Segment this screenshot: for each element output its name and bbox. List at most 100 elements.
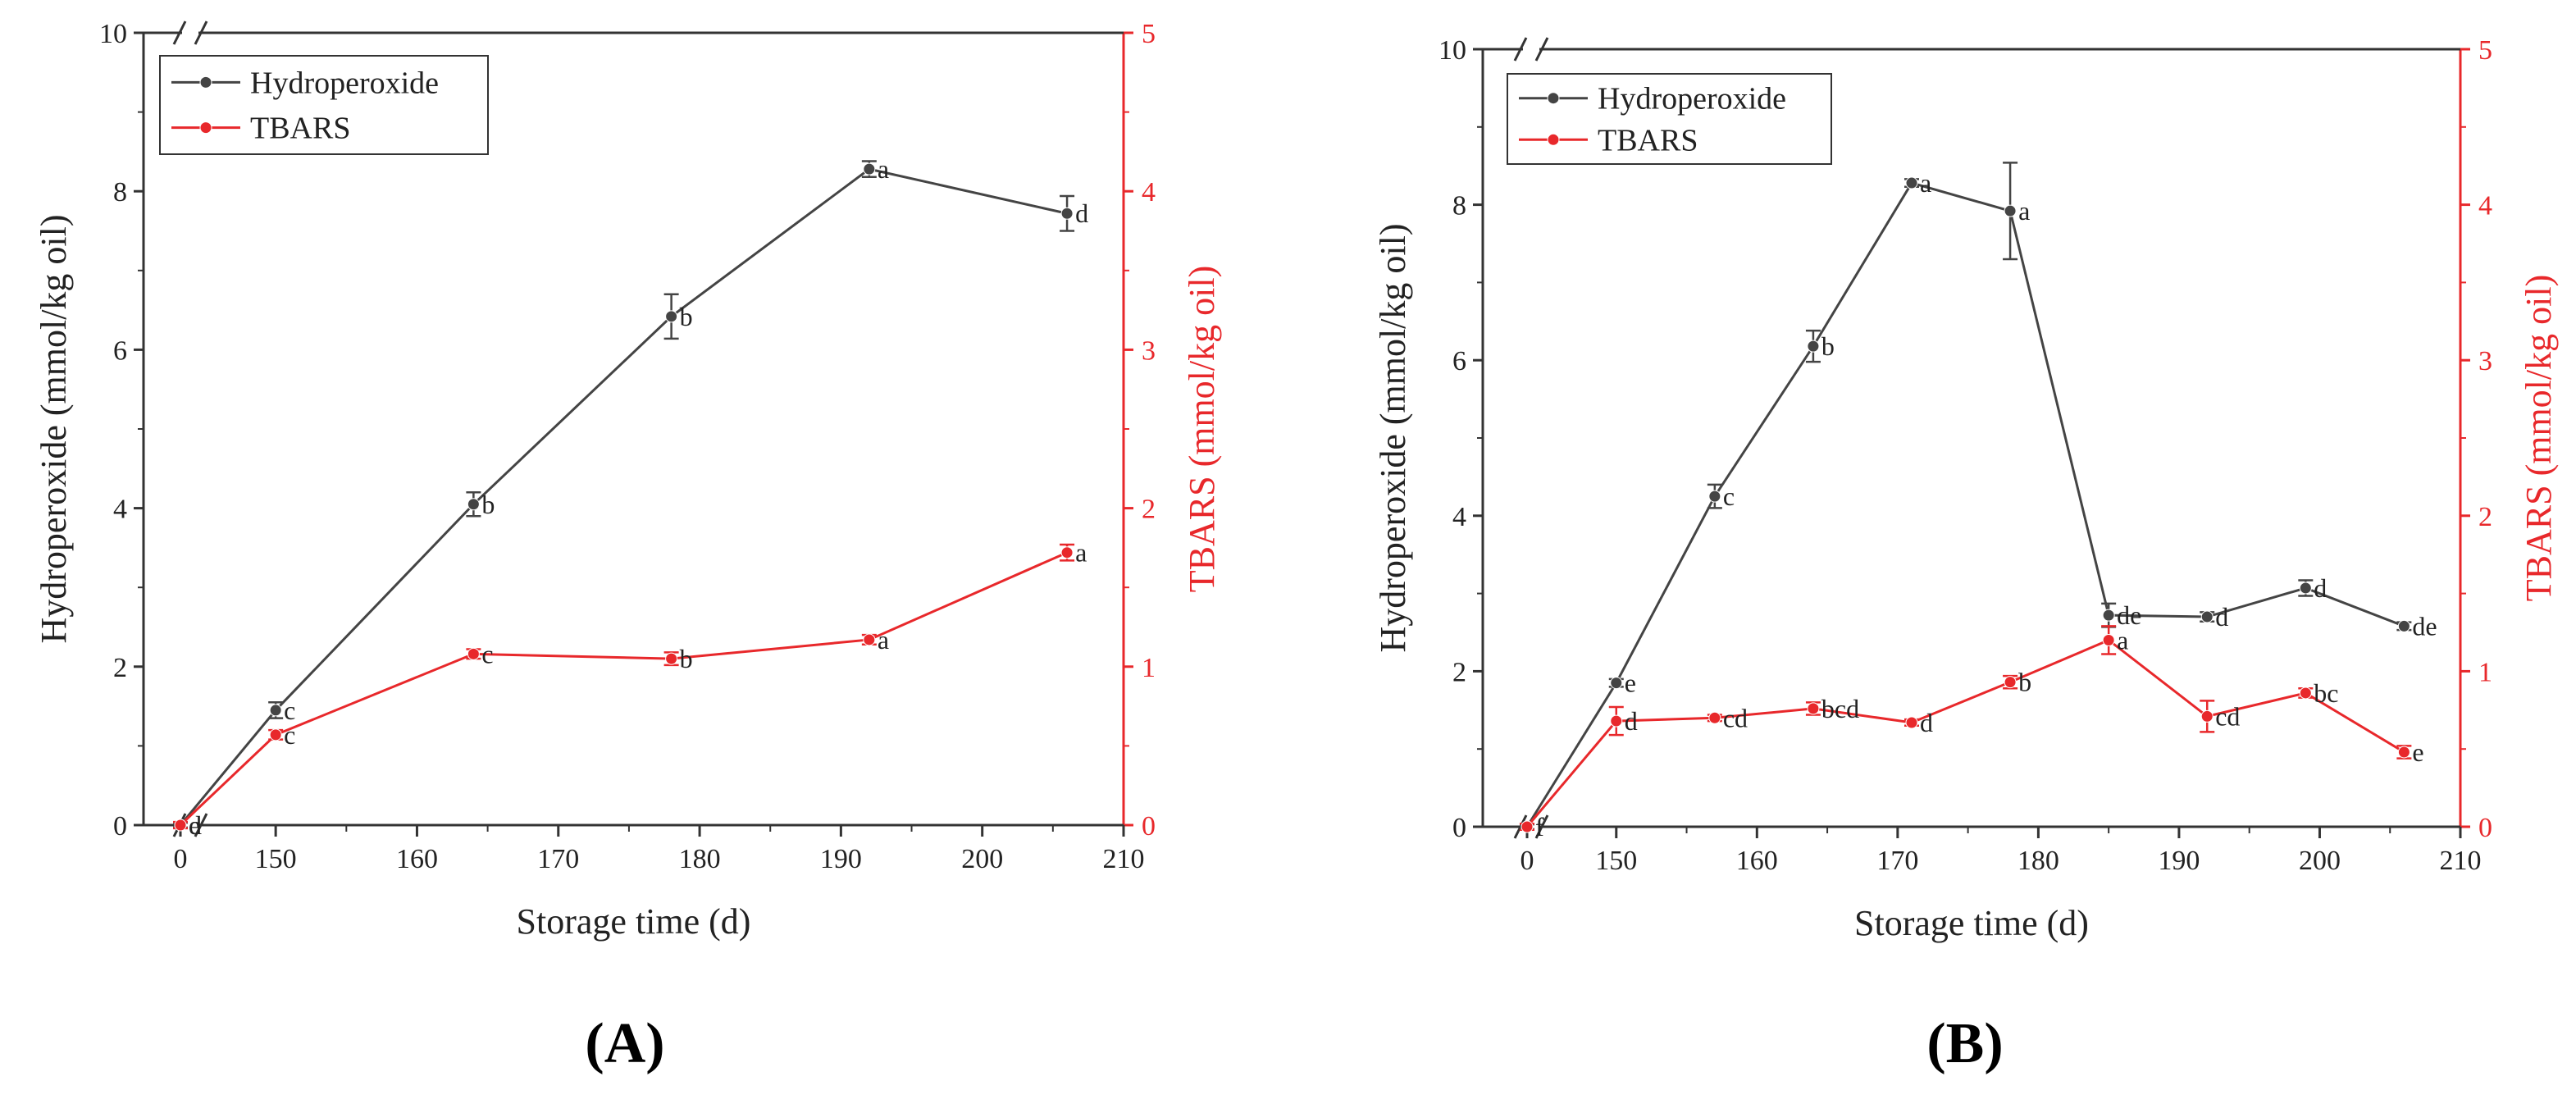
- hydroperoxide-line: [1525, 181, 2405, 828]
- tbars-significance-label: cd: [1723, 703, 1748, 732]
- y-tick-label: 8: [113, 177, 127, 208]
- y-tick-label: 2: [1452, 657, 1466, 687]
- legend-box: [1507, 73, 1832, 165]
- tbars-point: [2102, 633, 2115, 646]
- axis-break-mark: [1534, 37, 1549, 62]
- y2-axis-title: TBARS (mmol/kg oil): [2519, 275, 2559, 601]
- hydroperoxide-significance-label: b: [481, 490, 495, 519]
- hydroperoxide-significance-label: f: [1535, 812, 1544, 842]
- tbars-point: [467, 647, 480, 660]
- legend-label-tbars: TBARS: [250, 112, 350, 146]
- tbars-point: [1060, 546, 1074, 559]
- hydroperoxide-point: [2397, 619, 2410, 632]
- hydroperoxide-significance-label: a: [2018, 196, 2030, 226]
- y2-tick-label: 2: [1142, 495, 1156, 525]
- x-tick-label: 180: [2017, 846, 2059, 876]
- tbars-significance-label: c: [284, 720, 295, 750]
- y-tick-label: 2: [113, 653, 127, 683]
- tbars-point: [1708, 711, 1721, 724]
- x-tick-label: 150: [255, 844, 297, 874]
- tbars-significance-label: cd: [2215, 701, 2240, 731]
- y-tick-label: 6: [1452, 346, 1466, 376]
- x-tick-label: 0: [174, 844, 188, 874]
- panel-a-right-axis: 0 1 2 3 4 5: [1124, 19, 1156, 842]
- legend-marker-tbars: [199, 121, 212, 135]
- tbars-point: [269, 728, 282, 741]
- hydroperoxide-point: [1905, 176, 1918, 189]
- x-tick-label: 190: [820, 844, 862, 874]
- panel-a-left-axis: 0 2 4 6 8 10: [99, 19, 144, 842]
- tbars-significance-label: bc: [2314, 678, 2338, 708]
- tbars-point: [863, 633, 876, 646]
- hydroperoxide-significance-label: de: [2117, 600, 2141, 630]
- hydroperoxide-line: [179, 167, 1068, 826]
- tbars-point: [2200, 709, 2214, 723]
- tbars-significance-label: a: [878, 625, 889, 655]
- x-tick-label: 200: [961, 844, 1003, 874]
- legend-label-hydroperoxide: Hydroperoxide: [1598, 82, 1786, 116]
- x-tick-label: 210: [2440, 846, 2482, 876]
- hydroperoxide-significance-label: b: [1821, 331, 1835, 361]
- hydroperoxide-point: [2102, 609, 2115, 622]
- legend-box: [159, 55, 489, 155]
- panel-label: (A): [585, 1012, 664, 1075]
- axis-break-mark: [1534, 814, 1549, 839]
- hydroperoxide-point: [1708, 490, 1721, 503]
- y-tick-label: 10: [99, 19, 127, 49]
- x-tick-label: 160: [1736, 846, 1778, 876]
- panel-b-right-axis: 0 1 2 3 4 5: [2460, 35, 2492, 843]
- y2-tick-label: 4: [2478, 191, 2492, 221]
- panel-b-chart: 0 2 4 6 8 10 0 1 2 3 4 5 0 150 160 170 180 190 200 210 f e…: [1373, 35, 2559, 1075]
- tbars-point: [2299, 687, 2312, 700]
- tbars-significance-label: f: [1535, 812, 1544, 842]
- y2-tick-label: 0: [2478, 813, 2492, 843]
- x-tick-label: 190: [2158, 846, 2200, 876]
- tbars-significance-label: d: [1625, 706, 1638, 736]
- panel-a-legend: Hydroperoxide TBARS: [159, 55, 489, 155]
- y2-tick-label: 4: [1142, 177, 1156, 208]
- axis-break-mark: [194, 21, 208, 45]
- x-tick-label: 200: [2299, 846, 2341, 876]
- legend-label-tbars: TBARS: [1598, 123, 1698, 157]
- y-tick-label: 0: [1452, 813, 1466, 843]
- hydroperoxide-significance-label: de: [2412, 611, 2437, 641]
- legend-marker-tbars: [1547, 133, 1560, 146]
- panel-label: (B): [1926, 1012, 2003, 1075]
- hydroperoxide-significance-label: d: [1075, 198, 1088, 228]
- legend-marker-hydroperoxide: [199, 75, 212, 89]
- tbars-point: [1521, 820, 1534, 833]
- tbars-significance-label: a: [1075, 538, 1087, 568]
- tbars-point: [665, 652, 678, 665]
- x-axis-title: Storage time (d): [517, 901, 751, 942]
- x-tick-label: 170: [1876, 846, 1918, 876]
- hydroperoxide-significance-label: a: [1920, 168, 1931, 198]
- tbars-significance-label: b: [2018, 668, 2031, 697]
- hydroperoxide-point: [1807, 340, 1820, 353]
- tbars-significance-label: a: [2117, 625, 2128, 655]
- x-tick-label: 170: [537, 844, 579, 874]
- hydroperoxide-point: [2299, 582, 2312, 595]
- x-axis-title: Storage time (d): [1854, 903, 2089, 943]
- axis-break-mark: [1513, 37, 1528, 62]
- y-axis-title: Hydroperoxide (mmol/kg oil): [34, 214, 74, 643]
- tbars-line: [179, 551, 1068, 827]
- tbars-point: [1610, 714, 1623, 728]
- y2-tick-label: 5: [2478, 35, 2492, 66]
- tbars-significance-label: b: [680, 644, 693, 673]
- legend-label-hydroperoxide: Hydroperoxide: [250, 66, 439, 100]
- hydroperoxide-point: [1060, 207, 1074, 220]
- x-tick-label: 0: [1521, 846, 1534, 876]
- tbars-significance-label: d: [189, 810, 202, 840]
- x-tick-label: 210: [1103, 844, 1145, 874]
- tbars-point: [1905, 716, 1918, 729]
- hydroperoxide-point: [665, 310, 678, 323]
- tbars-significance-label: c: [481, 639, 493, 668]
- hydroperoxide-significance-label: d: [2215, 602, 2228, 632]
- x-tick-label: 160: [396, 844, 438, 874]
- hydroperoxide-significance-label: c: [1723, 481, 1735, 511]
- hydroperoxide-significance-label: a: [878, 154, 889, 184]
- hydroperoxide-point: [2200, 610, 2214, 623]
